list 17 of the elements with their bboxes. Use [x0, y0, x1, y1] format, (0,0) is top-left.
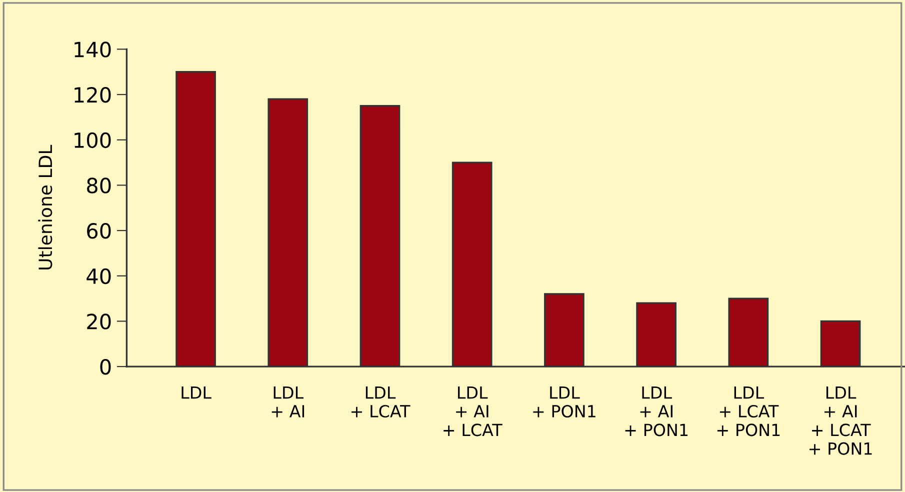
y-tick-label: 120: [74, 86, 111, 103]
y-tick-label: 100: [74, 132, 111, 148]
y-tick-label: 40: [86, 268, 111, 284]
x-tick-label: LDL + AI + LCAT: [444, 386, 502, 436]
y-tick-label: 20: [87, 314, 111, 330]
x-tick-label: LDL + AI + PON1: [625, 386, 688, 436]
y-tick-label: 60: [87, 222, 111, 239]
y-tick-label: 0: [100, 358, 111, 375]
x-tick-label: LDL + AI + LCAT + PON1: [810, 386, 872, 455]
y-tick-label: 80: [87, 178, 111, 194]
x-tick-label: LDL + AI: [272, 386, 304, 418]
x-tick-label: LDL + LCAT + PON1: [717, 386, 780, 436]
x-tick-label: LDL + PON1: [533, 386, 596, 418]
x-tick-label: LDL + LCAT: [352, 386, 410, 418]
y-tick-label: 140: [74, 42, 111, 58]
y-axis-title: Utlenione LDL: [38, 144, 52, 270]
x-tick-label: LDL: [182, 386, 212, 399]
